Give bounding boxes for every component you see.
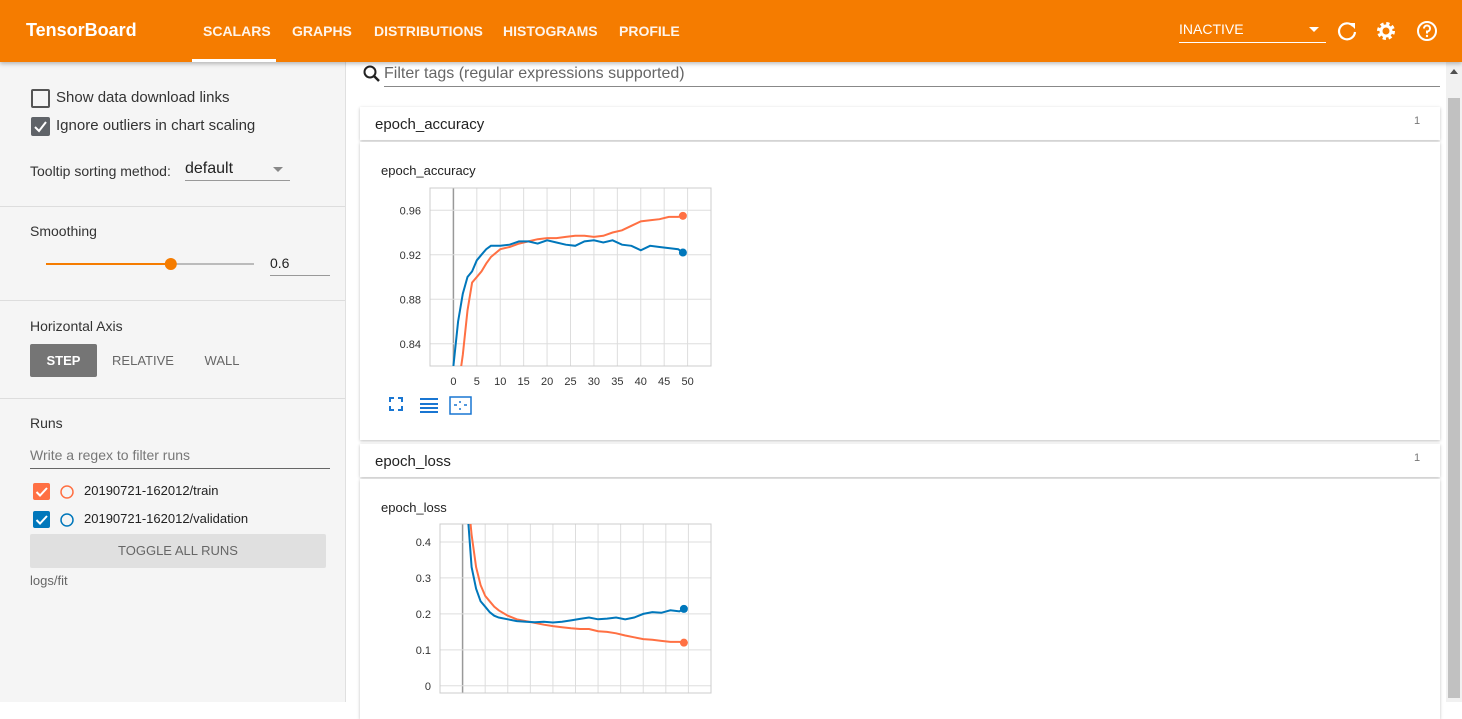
plot-frame <box>439 523 712 694</box>
chart-title: epoch_accuracy <box>381 163 476 178</box>
chart-tools <box>389 396 472 415</box>
tab-indicator <box>192 59 276 62</box>
run-color-circle[interactable] <box>59 484 75 500</box>
series-end-dot <box>679 604 688 613</box>
log-scale-button[interactable] <box>420 398 438 413</box>
y-tick-label: 0.84 <box>400 339 421 351</box>
slider-knob <box>164 258 177 270</box>
plot-area <box>467 524 688 647</box>
tooltip-select[interactable]: default <box>185 160 290 181</box>
tab[interactable]: PROFILE <box>619 23 680 39</box>
tooltip-label: Tooltip sorting method: <box>30 163 171 179</box>
section-title: Smoothing <box>30 223 97 239</box>
series-end-dot <box>678 211 687 220</box>
x-tick-label: 45 <box>658 376 670 388</box>
y-tick-label: 0 <box>425 681 431 693</box>
run-selector[interactable]: INACTIVE <box>1179 21 1326 43</box>
x-tick-label: 25 <box>564 376 576 388</box>
axis-option[interactable]: RELATIVE <box>112 353 174 368</box>
tab[interactable]: GRAPHS <box>292 23 352 39</box>
card-body <box>360 479 1440 719</box>
card-body <box>360 142 1440 440</box>
divider <box>0 398 345 399</box>
tab[interactable]: SCALARS <box>203 23 271 39</box>
logdir: logs/fit <box>30 573 68 588</box>
x-tick-label: 40 <box>635 376 647 388</box>
run-name: 20190721-162012/train <box>84 483 219 498</box>
x-tick-label: 35 <box>611 376 623 388</box>
page: TensorBoard SCALARS GRAPHS DISTRIBUTIONS… <box>0 0 1462 702</box>
series-line <box>460 214 684 366</box>
fullscreen-button[interactable] <box>389 397 403 411</box>
app-title: TensorBoard <box>26 20 137 40</box>
run-name: 20190721-162012/validation <box>84 511 249 526</box>
series-line <box>452 239 684 366</box>
y-tick-label: 0.92 <box>400 250 421 262</box>
chart-title: epoch_loss <box>381 500 447 515</box>
x-tick-label: 15 <box>518 376 530 388</box>
series-line <box>469 524 685 644</box>
search-icon <box>363 65 380 82</box>
tag-filter[interactable]: Filter tags (regular expressions support… <box>384 65 1440 87</box>
divider <box>0 300 345 301</box>
plot-area <box>452 211 687 366</box>
tab[interactable]: DISTRIBUTIONS <box>374 23 483 39</box>
series-line <box>467 524 685 624</box>
x-tick-label: 20 <box>541 376 553 388</box>
run-checkbox[interactable] <box>33 483 51 501</box>
card-tag: epoch_accuracy <box>375 116 485 133</box>
sidebar: Show data download links Ignore outliers… <box>0 62 346 702</box>
help-button[interactable] <box>1416 20 1438 42</box>
settings-button[interactable] <box>1375 20 1397 42</box>
scrollbar <box>1446 62 1462 702</box>
axis-option-selected[interactable]: STEP <box>30 344 97 377</box>
y-tick-label: 0.2 <box>416 609 431 621</box>
x-tick-label: 10 <box>494 376 506 388</box>
toggle-all-button[interactable]: TOGGLE ALL RUNS <box>30 534 326 568</box>
y-tick-label: 0.4 <box>416 537 431 549</box>
card-count: 1 <box>1414 452 1421 464</box>
x-tick-label: 0 <box>450 376 456 388</box>
fit-domain-button[interactable] <box>449 396 472 415</box>
card-header[interactable]: epoch_accuracy 1 <box>360 107 1440 140</box>
axis-option[interactable]: WALL <box>204 353 240 368</box>
smoothing-slider[interactable] <box>40 252 260 276</box>
y-tick-label: 0.96 <box>400 205 421 217</box>
run-checkbox[interactable] <box>33 511 51 529</box>
run-color-circle[interactable] <box>59 512 75 528</box>
card-count: 1 <box>1414 115 1421 127</box>
reload-button[interactable] <box>1336 20 1358 42</box>
checkbox-checked[interactable] <box>31 117 50 136</box>
card-tag: epoch_loss <box>375 453 451 470</box>
x-tick-label: 50 <box>681 376 693 388</box>
section-title: Horizontal Axis <box>30 318 123 334</box>
tab[interactable]: HISTOGRAMS <box>503 23 598 39</box>
x-tick-label: 30 <box>588 376 600 388</box>
option-label: Ignore outliers in chart scaling <box>56 117 256 134</box>
charts-layer: epoch_accuracy 0 5 10 15 20 25 30 35 40 45 50 0.84 0.… <box>381 163 712 694</box>
x-tick-label: 5 <box>474 376 480 388</box>
smoothing-input[interactable]: 0.6 <box>270 255 330 276</box>
checkbox[interactable] <box>31 89 50 108</box>
y-tick-label: 0.1 <box>416 645 431 657</box>
scrollbar-thumb[interactable] <box>1448 98 1460 698</box>
card-header[interactable]: epoch_loss 1 <box>360 444 1440 477</box>
y-tick-label: 0.3 <box>416 573 431 585</box>
divider <box>0 206 345 207</box>
series-end-dot <box>679 638 688 647</box>
runs-filter[interactable]: Write a regex to filter runs <box>30 447 330 469</box>
section-title: Runs <box>30 415 63 431</box>
scroll-up[interactable] <box>1450 68 1458 74</box>
top-bar: TensorBoard SCALARS GRAPHS DISTRIBUTIONS… <box>0 0 1462 62</box>
option-label: Show data download links <box>56 89 230 106</box>
plot-frame <box>429 187 712 367</box>
dropdown-arrow <box>1309 27 1319 32</box>
y-tick-label: 0.88 <box>400 294 421 306</box>
dropdown-arrow <box>273 167 283 172</box>
series-end-dot <box>678 248 687 257</box>
